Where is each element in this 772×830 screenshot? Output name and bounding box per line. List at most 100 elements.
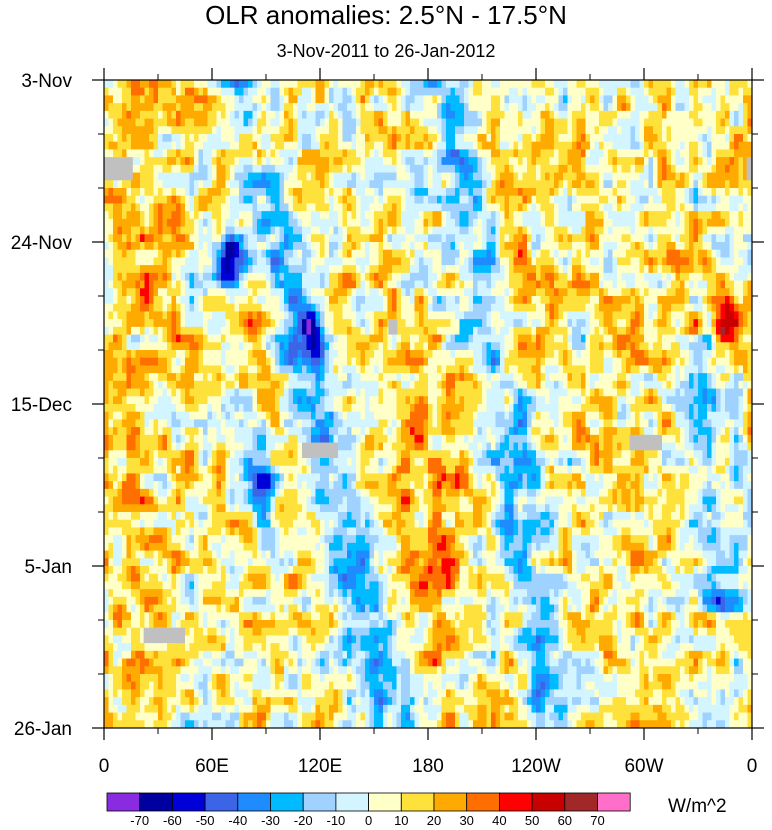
heatmap-cell bbox=[122, 134, 128, 143]
heatmap-cell bbox=[491, 118, 497, 127]
heatmap-cell bbox=[567, 195, 573, 205]
heatmap-cell bbox=[126, 95, 132, 104]
heatmap-cell bbox=[707, 334, 713, 343]
heatmap-cell bbox=[635, 103, 641, 112]
heatmap-cell bbox=[333, 157, 339, 166]
heatmap-cell bbox=[374, 149, 380, 158]
heatmap-cell bbox=[477, 141, 483, 151]
heatmap-cell bbox=[612, 164, 618, 174]
heatmap-cell bbox=[252, 234, 258, 243]
heatmap-cell bbox=[189, 272, 195, 282]
heatmap-cell bbox=[243, 272, 249, 282]
heatmap-cell bbox=[639, 80, 645, 89]
heatmap-cell bbox=[585, 334, 591, 343]
heatmap-cell bbox=[207, 272, 213, 282]
heatmap-cell bbox=[216, 242, 222, 251]
heatmap-cell bbox=[288, 180, 294, 189]
heatmap-cell bbox=[401, 126, 407, 135]
heatmap-cell bbox=[621, 134, 627, 143]
heatmap-cell bbox=[167, 226, 173, 235]
heatmap-cell bbox=[644, 218, 650, 228]
heatmap-cell bbox=[149, 110, 155, 120]
heatmap-cell bbox=[567, 126, 573, 135]
heatmap-cell bbox=[423, 249, 429, 259]
heatmap-cell bbox=[392, 110, 398, 120]
heatmap-cell bbox=[306, 188, 312, 197]
heatmap-cell bbox=[243, 95, 249, 104]
heatmap-cell bbox=[239, 234, 245, 243]
heatmap-cell bbox=[419, 203, 425, 212]
heatmap-cell bbox=[689, 296, 695, 305]
heatmap-cell bbox=[518, 118, 524, 127]
heatmap-cell bbox=[626, 103, 632, 112]
heatmap-cell bbox=[252, 242, 258, 251]
heatmap-cell bbox=[531, 188, 537, 197]
heatmap-cell bbox=[189, 195, 195, 205]
heatmap-cell bbox=[581, 272, 587, 282]
heatmap-cell bbox=[702, 334, 708, 343]
heatmap-cell bbox=[108, 319, 114, 328]
heatmap-cell bbox=[288, 87, 294, 97]
heatmap-cell bbox=[135, 157, 141, 166]
heatmap-cell bbox=[162, 319, 168, 328]
heatmap-cell bbox=[252, 118, 258, 127]
heatmap-cell bbox=[441, 326, 447, 336]
heatmap-cell bbox=[194, 95, 200, 104]
heatmap-cell bbox=[225, 172, 231, 181]
heatmap-cell bbox=[698, 272, 704, 282]
heatmap-cell bbox=[284, 226, 290, 235]
heatmap-cell bbox=[158, 288, 164, 297]
heatmap-cell bbox=[270, 103, 276, 112]
heatmap-cell bbox=[104, 188, 110, 197]
heatmap-cell bbox=[212, 334, 218, 343]
heatmap-cell bbox=[153, 303, 159, 313]
heatmap-cell bbox=[540, 172, 546, 181]
heatmap-cell bbox=[117, 103, 123, 112]
heatmap-cell bbox=[680, 87, 686, 97]
heatmap-cell bbox=[473, 118, 479, 127]
heatmap-cell bbox=[225, 188, 231, 197]
heatmap-cell bbox=[135, 180, 141, 189]
heatmap-cell bbox=[734, 80, 740, 89]
heatmap-cell bbox=[729, 141, 735, 151]
heatmap-cell bbox=[432, 326, 438, 336]
heatmap-cell bbox=[459, 265, 465, 274]
heatmap-cell bbox=[198, 288, 204, 297]
heatmap-cell bbox=[369, 188, 375, 197]
heatmap-cell bbox=[540, 157, 546, 166]
heatmap-cell bbox=[414, 172, 420, 181]
heatmap-cell bbox=[743, 149, 749, 158]
heatmap-cell bbox=[284, 157, 290, 166]
heatmap-cell bbox=[608, 211, 614, 220]
heatmap-cell bbox=[257, 149, 263, 158]
heatmap-cell bbox=[230, 272, 236, 282]
heatmap-cell bbox=[423, 87, 429, 97]
heatmap-cell bbox=[410, 249, 416, 259]
heatmap-cell bbox=[104, 218, 110, 228]
heatmap-cell bbox=[504, 272, 510, 282]
heatmap-cell bbox=[167, 126, 173, 135]
heatmap-cell bbox=[563, 134, 569, 143]
heatmap-cell bbox=[216, 319, 222, 328]
heatmap-cell bbox=[288, 211, 294, 220]
heatmap-cell bbox=[626, 126, 632, 135]
heatmap-cell bbox=[603, 188, 609, 197]
heatmap-cell bbox=[639, 134, 645, 143]
heatmap-cell bbox=[315, 342, 321, 351]
heatmap-cell bbox=[185, 103, 191, 112]
heatmap-cell bbox=[495, 110, 501, 120]
heatmap-cell bbox=[158, 157, 164, 166]
heatmap-cell bbox=[284, 126, 290, 135]
heatmap-cell bbox=[743, 334, 749, 343]
heatmap-cell bbox=[401, 280, 407, 289]
heatmap-cell bbox=[594, 288, 600, 297]
heatmap-cell bbox=[396, 87, 402, 97]
heatmap-cell bbox=[639, 242, 645, 251]
heatmap-cell bbox=[261, 195, 267, 205]
heatmap-cell bbox=[297, 188, 303, 197]
heatmap-cell bbox=[644, 126, 650, 135]
heatmap-cell bbox=[477, 226, 483, 235]
heatmap-cell bbox=[257, 103, 263, 112]
heatmap-cell bbox=[477, 95, 483, 104]
heatmap-cell bbox=[405, 265, 411, 274]
